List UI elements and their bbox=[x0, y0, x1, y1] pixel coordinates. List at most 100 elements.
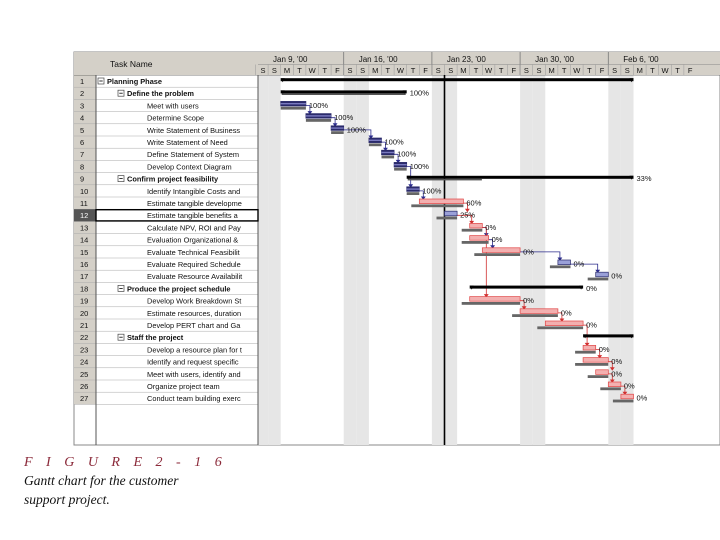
summary-progress bbox=[408, 179, 482, 181]
task-name: Develop Work Breakdown St bbox=[147, 297, 241, 306]
progress-stripe bbox=[407, 188, 420, 189]
task-name: Estimate tangible developme bbox=[147, 199, 242, 208]
percent-complete-label: 0% bbox=[624, 382, 635, 391]
day-letter: W bbox=[573, 66, 581, 75]
day-letter: T bbox=[323, 66, 328, 75]
baseline-bar bbox=[512, 314, 558, 317]
task-name: Develop Context Diagram bbox=[147, 162, 232, 171]
progress-stripe bbox=[394, 164, 407, 165]
day-letter: S bbox=[360, 66, 365, 75]
week-label: Jan 30, '00 bbox=[535, 55, 574, 64]
baseline-bar bbox=[588, 278, 609, 281]
task-name: Calculate NPV, ROI and Pay bbox=[147, 223, 241, 232]
day-letter: T bbox=[411, 66, 416, 75]
weekend-column bbox=[520, 75, 533, 445]
task-bar bbox=[596, 370, 609, 375]
baseline-bar bbox=[407, 192, 420, 195]
day-letter: F bbox=[688, 66, 693, 75]
baseline-bar bbox=[281, 107, 306, 110]
task-name: Identify and request specific bbox=[147, 358, 239, 367]
percent-complete-label: 100% bbox=[397, 150, 417, 159]
percent-complete-label: 0% bbox=[611, 357, 622, 366]
row-id: 25 bbox=[80, 370, 88, 379]
task-bar bbox=[419, 199, 463, 204]
week-label: Jan 23, '00 bbox=[447, 55, 486, 64]
baseline-bar bbox=[588, 375, 609, 378]
day-letter: S bbox=[272, 66, 277, 75]
row-id: 23 bbox=[80, 345, 88, 354]
percent-complete-label: 33% bbox=[637, 174, 652, 183]
row-id: 11 bbox=[80, 199, 88, 208]
row-id: 18 bbox=[80, 284, 88, 293]
baseline-bar bbox=[575, 363, 608, 366]
task-name: Identify Intangible Costs and bbox=[147, 187, 240, 196]
week-label: Jan 16, '00 bbox=[359, 55, 398, 64]
row-id: 12 bbox=[80, 211, 88, 220]
baseline-bar bbox=[575, 351, 596, 354]
task-name: Produce the project schedule bbox=[127, 284, 231, 293]
day-letter: T bbox=[650, 66, 655, 75]
day-letter: F bbox=[335, 66, 340, 75]
task-name-column-header: Task Name bbox=[110, 59, 153, 69]
day-letter: S bbox=[625, 66, 630, 75]
task-bar bbox=[545, 321, 583, 326]
day-letter: M bbox=[637, 66, 643, 75]
summary-bar bbox=[407, 176, 634, 179]
percent-complete-label: 100% bbox=[309, 101, 329, 110]
percent-complete-label: 0% bbox=[574, 260, 585, 269]
progress-stripe bbox=[306, 115, 331, 116]
percent-complete-label: 0% bbox=[611, 369, 622, 378]
day-letter: S bbox=[448, 66, 453, 75]
baseline-bar bbox=[550, 265, 571, 268]
task-bar bbox=[520, 309, 558, 314]
row-id: 9 bbox=[80, 175, 84, 184]
row-id: 6 bbox=[80, 138, 84, 147]
percent-complete-label: 0% bbox=[599, 345, 610, 354]
percent-complete-label: 100% bbox=[347, 125, 367, 134]
percent-complete-label: 100% bbox=[422, 186, 442, 195]
row-id: 21 bbox=[80, 321, 88, 330]
figure-caption-line-1: Gantt chart for the customer bbox=[24, 472, 284, 490]
weekend-column bbox=[432, 75, 445, 445]
row-id: 14 bbox=[80, 236, 88, 245]
task-bar bbox=[470, 223, 483, 228]
baseline-bar bbox=[600, 387, 621, 390]
day-letter: W bbox=[309, 66, 317, 75]
task-bar bbox=[470, 236, 489, 241]
task-name: Planning Phase bbox=[107, 77, 162, 86]
summary-bar bbox=[281, 90, 407, 93]
task-name: Organize project team bbox=[147, 382, 220, 391]
row-id: 4 bbox=[80, 114, 84, 123]
day-letter: T bbox=[297, 66, 302, 75]
row-id: 5 bbox=[80, 126, 84, 135]
percent-complete-label: 100% bbox=[410, 89, 430, 98]
baseline-bar bbox=[382, 156, 395, 159]
percent-complete-label: 0% bbox=[611, 272, 622, 281]
day-letter: S bbox=[524, 66, 529, 75]
row-id: 24 bbox=[80, 358, 88, 367]
task-name: Write Statement of Need bbox=[147, 138, 228, 147]
day-letter: W bbox=[485, 66, 493, 75]
day-letter: M bbox=[372, 66, 378, 75]
percent-complete-label: 0% bbox=[561, 308, 572, 317]
task-name: Meet with users, identify and bbox=[147, 370, 241, 379]
row-id: 19 bbox=[80, 297, 88, 306]
week-label: Feb 6, '00 bbox=[623, 55, 659, 64]
baseline-bar bbox=[462, 241, 489, 244]
week-label: Jan 9, '00 bbox=[273, 55, 308, 64]
day-letter: T bbox=[474, 66, 479, 75]
row-id: 16 bbox=[80, 260, 88, 269]
progress-stripe bbox=[369, 140, 382, 141]
baseline-bar bbox=[306, 119, 331, 122]
task-bar bbox=[596, 272, 609, 277]
day-letter: M bbox=[284, 66, 290, 75]
row-id: 26 bbox=[80, 382, 88, 391]
baseline-bar bbox=[437, 217, 458, 220]
row-id: 3 bbox=[80, 101, 84, 110]
row-id: 10 bbox=[80, 187, 88, 196]
percent-complete-label: 25% bbox=[460, 211, 475, 220]
percent-complete-label: 0% bbox=[586, 284, 597, 293]
task-bar bbox=[583, 345, 596, 350]
baseline-bar bbox=[537, 326, 583, 329]
day-letter: F bbox=[512, 66, 517, 75]
